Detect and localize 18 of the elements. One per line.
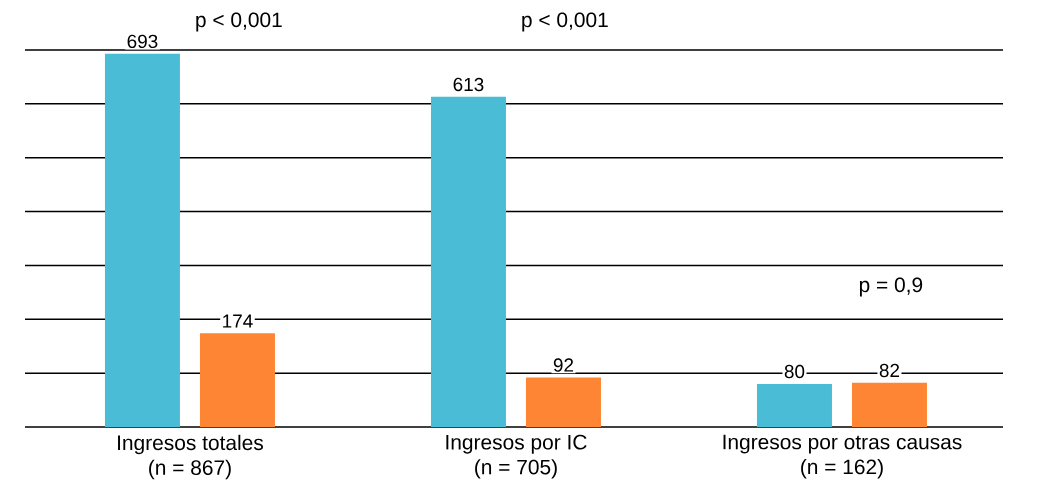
data-label: 80 [784, 364, 805, 379]
data-label: 693 [127, 34, 158, 49]
data-label: 613 [453, 77, 484, 92]
text: p < 0,001 [196, 12, 282, 32]
annotation: p = 0,9 [859, 277, 923, 297]
bar [199, 333, 275, 427]
data-label: 92 [553, 358, 574, 372]
x-tick-label: Ingresos por otras causas (n = 162) [723, 434, 962, 479]
bar [430, 96, 506, 427]
data-label: 82 [879, 363, 900, 378]
bar [851, 382, 927, 427]
data-label: 174 [223, 314, 253, 328]
text: p < 0,001 [522, 12, 608, 32]
x-tick-label: Ingresos por IC (n = 705) [446, 434, 587, 479]
bar [525, 377, 601, 427]
bar [104, 53, 180, 427]
x-tick-label: Ingresos totales (n = 867) [118, 434, 264, 480]
bar [756, 383, 832, 427]
